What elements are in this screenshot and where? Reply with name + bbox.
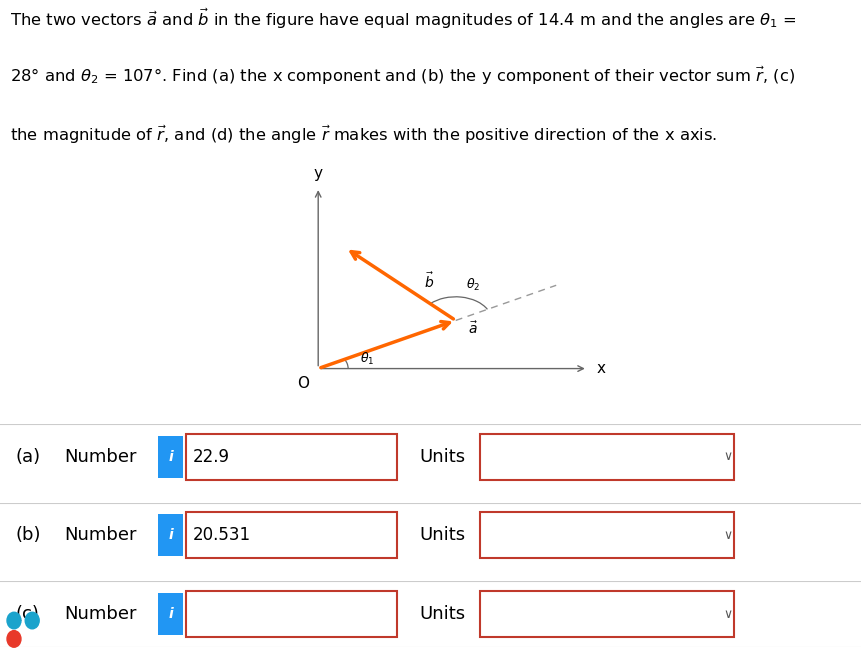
Circle shape: [7, 612, 21, 629]
Text: 28° and $\theta_2$ = 107°. Find (a) the x component and (b) the y component of t: 28° and $\theta_2$ = 107°. Find (a) the …: [10, 65, 796, 87]
Text: Number: Number: [65, 605, 137, 623]
Text: O: O: [297, 376, 309, 392]
Text: 22.9: 22.9: [193, 447, 230, 466]
Text: Units: Units: [419, 605, 466, 623]
FancyBboxPatch shape: [158, 593, 183, 635]
Text: $\vec{b}$: $\vec{b}$: [424, 271, 435, 291]
Text: $\theta_2$: $\theta_2$: [466, 277, 480, 294]
FancyBboxPatch shape: [480, 434, 734, 480]
FancyBboxPatch shape: [186, 591, 397, 637]
Text: y: y: [313, 166, 323, 181]
FancyBboxPatch shape: [480, 591, 734, 637]
FancyBboxPatch shape: [158, 514, 183, 556]
Text: Units: Units: [419, 447, 466, 466]
Text: i: i: [168, 607, 173, 622]
Text: $\theta_1$: $\theta_1$: [360, 351, 375, 367]
Text: 20.531: 20.531: [193, 526, 251, 545]
FancyBboxPatch shape: [158, 436, 183, 478]
Circle shape: [25, 612, 39, 629]
FancyBboxPatch shape: [186, 434, 397, 480]
Text: the magnitude of $\vec{r}$, and (d) the angle $\vec{r}$ makes with the positive : the magnitude of $\vec{r}$, and (d) the …: [10, 124, 717, 146]
Text: Units: Units: [419, 526, 466, 545]
Text: x: x: [597, 361, 605, 376]
FancyBboxPatch shape: [480, 512, 734, 558]
Text: i: i: [168, 528, 173, 543]
Text: ∨: ∨: [723, 529, 732, 542]
FancyBboxPatch shape: [186, 512, 397, 558]
Text: i: i: [168, 449, 173, 464]
Text: Number: Number: [65, 526, 137, 545]
Text: ∨: ∨: [723, 450, 732, 463]
Circle shape: [7, 631, 21, 647]
Text: (c): (c): [15, 605, 40, 623]
Text: (a): (a): [15, 447, 40, 466]
Text: (b): (b): [15, 526, 41, 545]
Text: $\vec{a}$: $\vec{a}$: [468, 321, 478, 337]
Text: The two vectors $\vec{a}$ and $\vec{b}$ in the figure have equal magnitudes of 1: The two vectors $\vec{a}$ and $\vec{b}$ …: [10, 7, 797, 31]
Text: Number: Number: [65, 447, 137, 466]
Text: ∨: ∨: [723, 608, 732, 621]
